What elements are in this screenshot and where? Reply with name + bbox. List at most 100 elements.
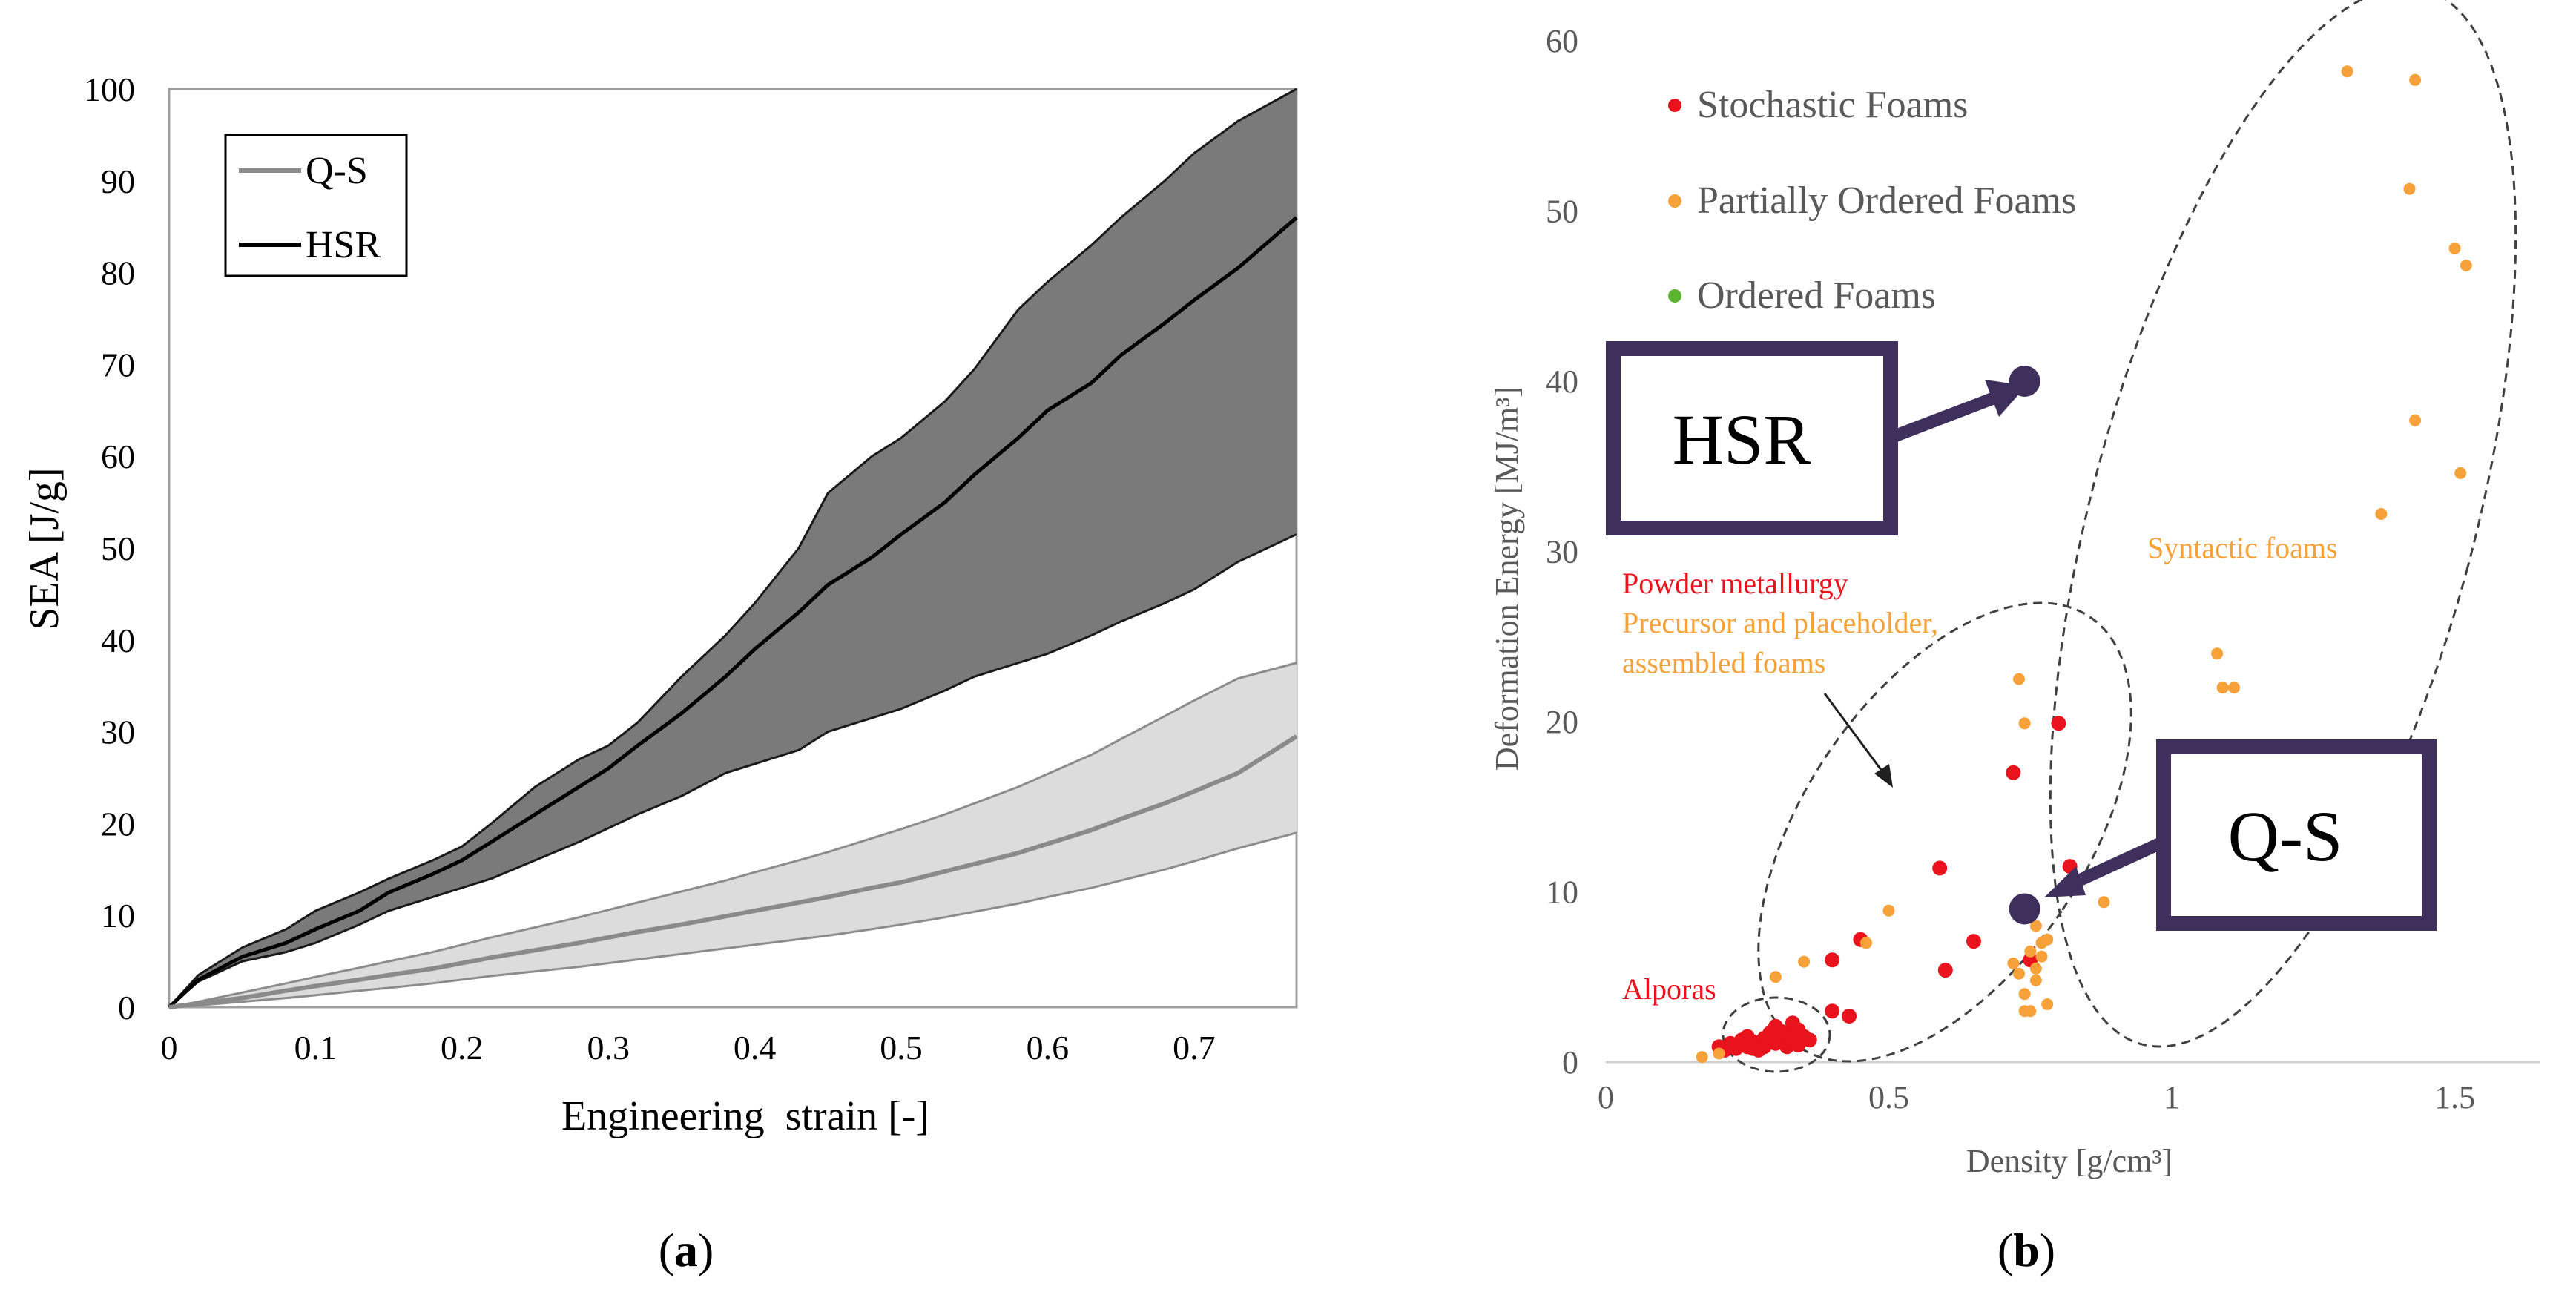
y-tick-label: 20 [101, 805, 135, 843]
x-tick-label: 0.6 [1027, 1029, 1070, 1067]
annotation-pointer-arrow-line [1823, 693, 1889, 780]
legend-label-ordered: Ordered Foams [1697, 274, 1936, 317]
y-tick-label: 60 [1546, 23, 1578, 59]
panel-a-chart: 0 0.1 0.2 0.3 0.4 0.5 0.6 0.7 0 10 20 30 40 50 60 70 80… [22, 70, 1298, 1276]
panel-b-y-axis-label: Deformation Energy [MJ/m³] [1489, 386, 1525, 771]
point-partially-ordered-foams [1860, 937, 1872, 949]
qs-arrow-line [2066, 836, 2167, 891]
panel-b-points [1696, 65, 2472, 1064]
legend-marker-partially-ordered [1668, 194, 1681, 208]
y-tick-label: 30 [101, 713, 135, 751]
point-partially-ordered-foams [2007, 957, 2020, 969]
y-tick-label: 40 [1546, 363, 1578, 400]
point-stochastic-foams [1734, 1038, 1750, 1052]
point-partially-ordered-foams [2098, 896, 2110, 909]
point-stochastic-foams [1932, 860, 1948, 876]
y-tick-label: 70 [101, 346, 135, 383]
point-stochastic-foams [1842, 1009, 1857, 1024]
syntactic-foams-ellipse [2049, 0, 2517, 1048]
y-tick-label: 100 [84, 70, 135, 108]
point-partially-ordered-foams [2403, 182, 2416, 195]
x-tick-label: 0.3 [587, 1029, 630, 1067]
mean-line-qs [168, 734, 1298, 1009]
x-tick-label: 0.1 [294, 1029, 337, 1067]
annotation-powder-metallurgy: Powder metallurgy [1622, 567, 1848, 600]
y-tick-label: 10 [101, 897, 135, 935]
point-partially-ordered-foams [1769, 971, 1782, 983]
panel-a-legend: Q-S HSR [224, 134, 408, 277]
point-partially-ordered-foams [2018, 988, 2031, 1001]
mean-line-hsr [168, 216, 1298, 1009]
point-stochastic-foams [1966, 934, 1981, 949]
panel-a-y-axis-label: SEA [J/g] [22, 467, 67, 630]
y-tick-label: 80 [101, 254, 135, 292]
y-tick-label: 0 [1562, 1044, 1578, 1081]
point-stochastic-foams [2006, 765, 2021, 780]
point-partially-ordered-foams [2035, 950, 2048, 963]
x-tick-label: 1 [2164, 1079, 2180, 1115]
x-tick-label: 1.5 [2434, 1079, 2475, 1115]
hsr-box-label: HSR [1673, 400, 1811, 479]
qs-arrowhead [2044, 866, 2086, 897]
legend-box [224, 134, 408, 277]
x-tick-label: 0.4 [734, 1029, 777, 1067]
x-tick-label: 0.5 [1868, 1079, 1909, 1115]
x-tick-label: 0.7 [1173, 1029, 1216, 1067]
band-upper-qs [168, 662, 1297, 1009]
hsr-arrow-line [1888, 392, 1998, 444]
point-stochastic-foams [1802, 1032, 1817, 1048]
hsr-box [1606, 341, 1898, 535]
point-stochastic-foams [1762, 1034, 1778, 1049]
point-stochastic-foams [1937, 963, 1953, 978]
precursor-foams-ellipse [1757, 601, 2132, 1063]
point-partially-ordered-foams [1696, 1051, 1708, 1064]
point-partially-ordered-foams [1713, 1047, 1725, 1060]
point-stochastic-foams [2051, 716, 2066, 731]
y-tick-label: 10 [1546, 874, 1578, 911]
alporas-ellipse [1722, 996, 1831, 1073]
legend-marker-ordered [1668, 289, 1681, 303]
panel-a-lines [168, 216, 1298, 1009]
y-tick-label: 50 [1546, 194, 1578, 230]
y-tick-label: 40 [101, 622, 135, 659]
panel-b-legend: Stochastic Foams Partially Ordered Foams… [1668, 84, 2076, 317]
hsr-callout: HSR [1606, 341, 2040, 535]
y-tick-label: 50 [101, 530, 135, 567]
point-stochastic-foams [1773, 1024, 1789, 1039]
point-partially-ordered-foams [2013, 967, 2025, 980]
y-tick-label: 0 [118, 989, 135, 1026]
annotation-pointer-arrowhead [1874, 764, 1893, 788]
band-upper-hsr [168, 88, 1297, 1009]
hsr-point-marker [2009, 366, 2040, 397]
panel-b-chart: 0 0.5 1 1.5 0 10 20 30 40 50 60 Stochastic Foams … [1489, 0, 2540, 1276]
y-tick-label: 30 [1546, 534, 1578, 570]
panel-b-x-ticks: 0 0.5 1 1.5 [1598, 1079, 2475, 1115]
panel-b-caption: (b) [1997, 1224, 2055, 1276]
point-partially-ordered-foams [1798, 955, 1811, 968]
qs-box-label: Q-S [2228, 797, 2343, 876]
annotation-precursor-line1: Precursor and placeholder, [1622, 606, 1938, 639]
annotation-precursor-line2: assembled foams [1622, 646, 1825, 679]
qs-box [2156, 739, 2437, 931]
legend-label-hsr: HSR [306, 224, 381, 266]
y-tick-label: 20 [1546, 704, 1578, 740]
band-lower-hsr [168, 533, 1297, 1009]
panel-a-x-ticks: 0 0.1 0.2 0.3 0.4 0.5 0.6 0.7 [161, 1029, 1216, 1067]
point-partially-ordered-foams [2341, 65, 2353, 78]
point-partially-ordered-foams [2013, 673, 2025, 685]
band-lower-qs [168, 831, 1297, 1009]
y-tick-label: 90 [101, 162, 135, 200]
point-partially-ordered-foams [2041, 998, 2054, 1010]
panel-a-caption: (a) [659, 1224, 714, 1276]
x-tick-label: 0 [1598, 1079, 1614, 1115]
y-tick-label: 60 [101, 438, 135, 475]
point-partially-ordered-foams [2041, 933, 2054, 946]
annotation-syntactic-foams: Syntactic foams [2147, 531, 2338, 564]
point-partially-ordered-foams [2409, 414, 2422, 426]
x-tick-label: 0.2 [441, 1029, 484, 1067]
point-partially-ordered-foams [2211, 647, 2224, 660]
x-tick-label: 0 [161, 1029, 178, 1067]
legend-label-stochastic: Stochastic Foams [1697, 84, 1968, 126]
point-partially-ordered-foams [2024, 945, 2037, 958]
qs-point-marker [2009, 893, 2040, 925]
